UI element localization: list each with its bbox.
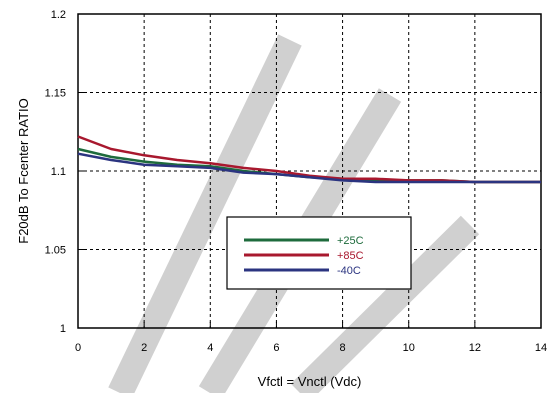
x-tick-label: 2: [141, 342, 147, 354]
x-tick-label: 4: [207, 342, 213, 354]
series-line-85C: [77, 135, 541, 184]
axis-ticks: 0 2 4 6 8 10 12 14 1 1.05 1.1 1.15 1.2: [45, 9, 548, 354]
series-line-40C: [77, 152, 541, 184]
y-tick-label: 1.15: [45, 88, 66, 100]
series-group: [77, 135, 541, 184]
y-axis-label: F20dB To Fcenter RATIO: [16, 98, 31, 243]
x-tick-label: 8: [340, 342, 346, 354]
x-tick-label: 12: [469, 342, 481, 354]
watermark-band: [108, 34, 302, 393]
legend-box: [226, 216, 412, 290]
watermark-band: [290, 215, 480, 393]
y-tick-label: 1: [60, 323, 66, 335]
legend-label: +25C: [337, 235, 364, 247]
x-axis-label: Vfctl = Vnctl (Vdc): [258, 374, 362, 389]
legend: +25C +85C -40C: [226, 216, 412, 290]
x-tick-label: 0: [75, 342, 81, 354]
y-tick-label: 1.1: [51, 166, 66, 178]
legend-label: -40C: [337, 265, 361, 277]
y-tick-label: 1.2: [51, 9, 66, 21]
x-tick-label: 10: [403, 342, 415, 354]
y-tick-label: 1.05: [45, 245, 66, 257]
legend-label: +85C: [337, 250, 364, 262]
x-tick-label: 14: [535, 342, 547, 354]
x-tick-label: 6: [273, 342, 279, 354]
